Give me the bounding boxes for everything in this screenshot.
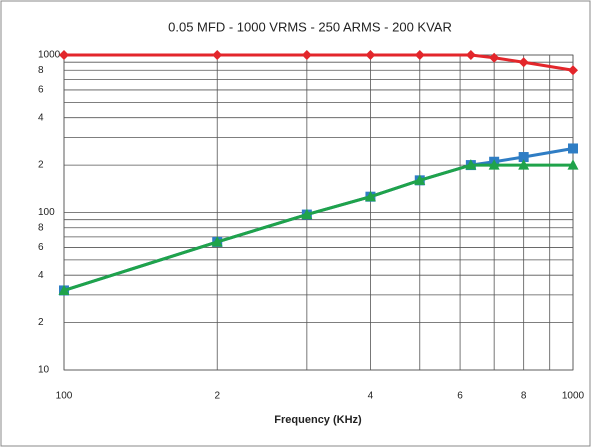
point: [568, 65, 578, 76]
y-tick-label: 4: [38, 270, 44, 281]
y-tick-label: 2: [38, 317, 44, 328]
point: [465, 50, 476, 60]
chart-title: 0.05 MFD - 1000 VRMS - 250 ARMS - 200 KV…: [168, 19, 452, 34]
point: [301, 50, 312, 60]
point: [58, 284, 70, 295]
point: [211, 235, 223, 247]
y-tick-label: 1000: [38, 50, 61, 61]
point: [212, 50, 223, 60]
x-axis-label: Frequency (KHz): [274, 414, 362, 426]
point: [488, 159, 500, 170]
point: [518, 159, 530, 170]
y-tick-label: 4: [38, 112, 44, 123]
point: [518, 57, 529, 68]
point: [489, 52, 500, 63]
point: [59, 50, 69, 60]
x-tick-label: 6: [457, 391, 463, 402]
point: [518, 152, 529, 163]
x-tick-label: 1000: [562, 391, 585, 402]
point: [465, 159, 477, 170]
point: [414, 174, 426, 185]
point: [414, 50, 425, 60]
x-tick-label: 100: [56, 391, 73, 402]
y-tick-label: 8: [38, 222, 44, 233]
x-tick-label: 2: [214, 391, 220, 402]
y-tick-label: 100: [38, 207, 55, 218]
y-tick-label: 8: [38, 65, 44, 76]
y-tick-label: 10: [38, 365, 50, 376]
point: [365, 50, 376, 60]
y-tick-label: 6: [38, 85, 44, 96]
point: [301, 208, 313, 220]
x-tick-label: 8: [521, 391, 527, 402]
y-tick-label: 6: [38, 242, 44, 253]
x-tick-label: 4: [368, 391, 374, 402]
point: [567, 159, 579, 170]
point: [568, 143, 578, 154]
y-tick-label: 2: [38, 160, 44, 171]
point: [364, 190, 376, 202]
